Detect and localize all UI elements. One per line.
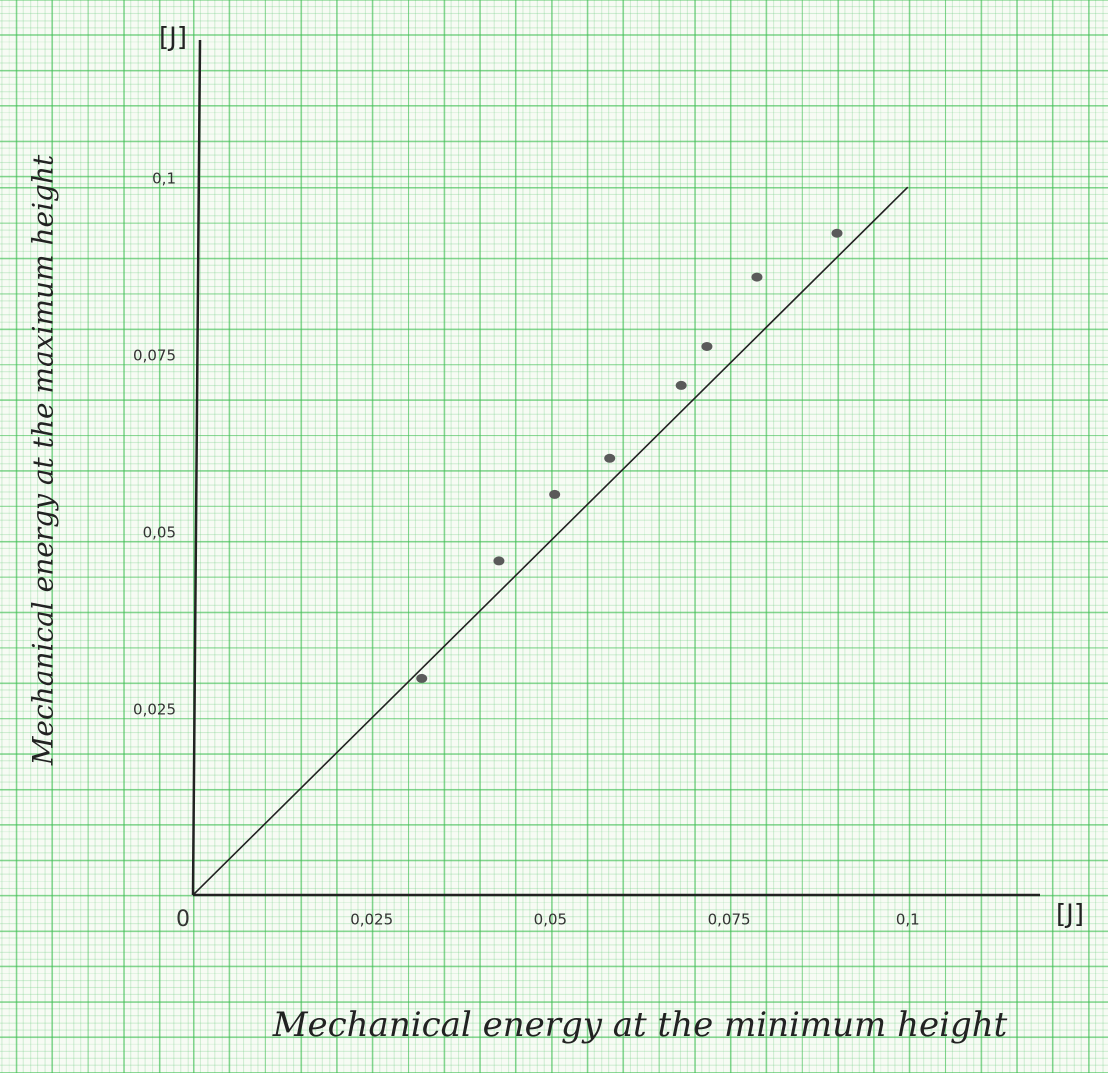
y-tick-label: 0,05 [143,524,176,542]
point [701,341,713,351]
point [604,453,616,463]
reference-line [192,186,909,896]
x-tick-label: 0,075 [708,911,751,929]
y-axis-title: Mechanical energy at the maximum height [27,154,60,766]
y-axis [191,39,202,896]
point [751,272,763,282]
x-axis-title: Mechanical energy at the minimum height [272,1005,1008,1045]
point [549,489,561,499]
y-tick-label: 0,1 [152,170,176,188]
y-tick-label: 0,075 [133,347,176,365]
point [675,380,687,390]
y-tick-label: 0,025 [133,701,176,719]
x-tick-label: 0,1 [896,911,920,929]
point [416,673,428,683]
point [831,228,843,238]
x-tick-label: 0,05 [534,911,567,929]
y-unit: [J] [159,23,187,53]
x-tick-label: 0,025 [350,911,393,929]
point [493,556,505,566]
x-unit: [J] [1056,900,1084,930]
x-tick-label: 0 [176,907,190,932]
